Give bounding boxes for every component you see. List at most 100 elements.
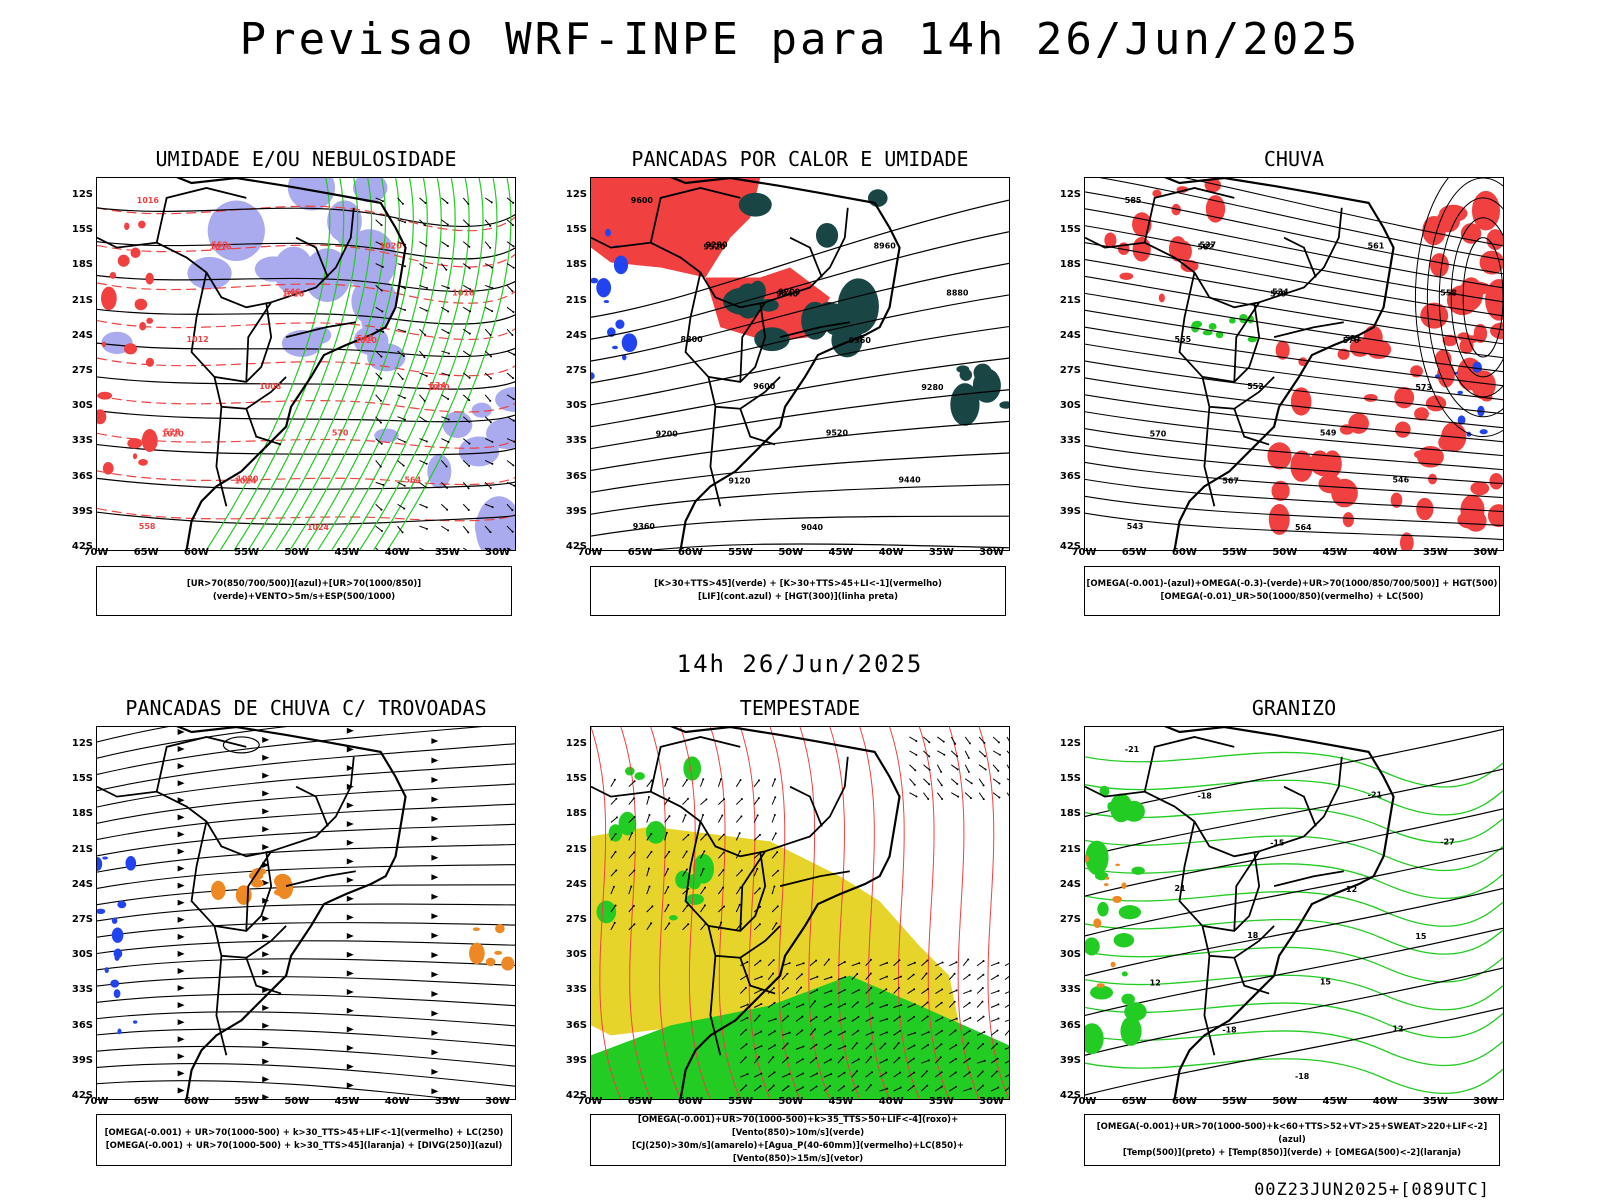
border-line [779,321,850,339]
legend-line: [K>30+TTS>45](verde) + [K>30+TTS>45+LI<-… [654,579,942,589]
wind-vector [462,328,471,335]
contour-line [97,207,515,227]
lc850-streamline [769,727,801,1099]
wind-vector-head [702,778,705,781]
wind-vector-head [632,904,635,907]
wind-vector [851,973,858,980]
wind-vector [962,1072,970,1078]
wind-vector-head [886,1087,889,1090]
wind-vector [441,503,448,511]
divergence-blue-area [97,908,106,914]
wind-vector-head [829,1058,832,1061]
page-title: Previsao WRF-INPE para 14h 26/Jun/2025 [239,14,1361,65]
wind-vector [781,1043,788,1050]
wind-vector [781,1003,790,1008]
wind-vector [937,750,945,756]
longitude-tick-label: 60W [677,547,703,558]
humidity-red-contour [138,459,148,466]
wind-vector-head [744,1028,747,1031]
wind-vector-head [941,988,944,991]
wind-vector-head [885,975,888,978]
hgt500-contour [1085,478,1503,513]
wind-vector-head [424,486,427,489]
wind-vector-head [842,1056,845,1059]
omega500-area [1113,896,1119,901]
contour-label: 546 [1393,475,1410,484]
wind-vector [921,1044,929,1050]
longitude-tick-label: 30W [1473,1096,1499,1107]
longitude-tick-label: 40W [878,1096,904,1107]
wind-vector [907,1085,914,1092]
wind-vector [1006,750,1009,754]
streamline-arrow [177,882,185,889]
contour-label: 558 [1440,288,1457,297]
run-info-footer: 00Z23JUN2025+[089UTC] [1254,1180,1490,1200]
wind-vector-head [614,850,617,853]
wind-vector [646,886,650,895]
humidity-red-contour [102,461,114,475]
wind-vector [948,1001,956,1008]
contour-label: 534 [429,381,446,390]
wind-vector [823,1059,832,1064]
wind-vector-head [647,867,650,870]
contour-label: 9280 [921,383,944,392]
wind-vector [440,263,447,271]
wind-vector-head [802,1086,805,1089]
wind-vector-head [926,988,929,991]
hgt300-contour [591,231,1009,340]
wind-vector [879,976,888,981]
wind-vector-head [815,1057,818,1060]
wind-vector-head [651,905,654,908]
hgt500-contour [1085,326,1503,387]
contour-label: 9360 [633,522,656,531]
wind-vector [935,1043,942,1050]
wind-vector [907,1032,916,1036]
streamline-arrow [262,754,270,761]
humidity-red-contour [97,391,113,400]
latitude-tick-label: 18S [71,808,93,820]
wind-vector [484,372,492,379]
streamline-arrow [431,796,439,803]
wind-vector [375,547,379,550]
latitude-tick-label: 24S [71,329,93,341]
wind-vector [753,888,761,895]
border-line [1273,870,1344,888]
streamline-arrow [346,1026,354,1033]
wind-vector-head [756,814,759,817]
wind-vector [735,870,743,877]
wind-vector [664,923,670,931]
border-line [1283,785,1317,827]
wind-vector-head [512,245,515,248]
wind-vector-head [982,798,985,801]
hgt500-contour [1085,259,1503,331]
wind-vector [1004,991,1009,995]
wind-vector [397,350,405,357]
wind-vector-head [425,506,428,509]
wind-vector [935,1071,942,1078]
omega500-area [1110,961,1116,968]
wind-vector-head [705,798,708,801]
rain-omega-area [1457,390,1464,395]
convection-k-area [972,368,1001,403]
wind-vector-head [490,377,493,380]
wind-vector [735,887,742,895]
rain-area [1395,421,1411,438]
wind-vector-head [788,1031,791,1034]
wind-vector [921,1070,928,1078]
wind-vector-head [940,1029,943,1032]
wind-vector-head [703,904,706,907]
wind-vector [937,736,945,743]
wind-vector [484,241,491,249]
streamline-arrow [431,835,439,842]
contour-label: 570 [332,429,349,438]
contour-label: 576 [1343,336,1360,345]
wind-vector [462,460,470,467]
wind-vector [646,780,653,787]
hgt500-contour [1426,178,1503,418]
wind-vector-head [615,869,618,872]
wind850-area [625,766,635,776]
humidity-red-contour [130,247,141,259]
wind-vector [865,1056,872,1064]
rain-area [1394,386,1415,409]
wind850-area [608,824,623,842]
